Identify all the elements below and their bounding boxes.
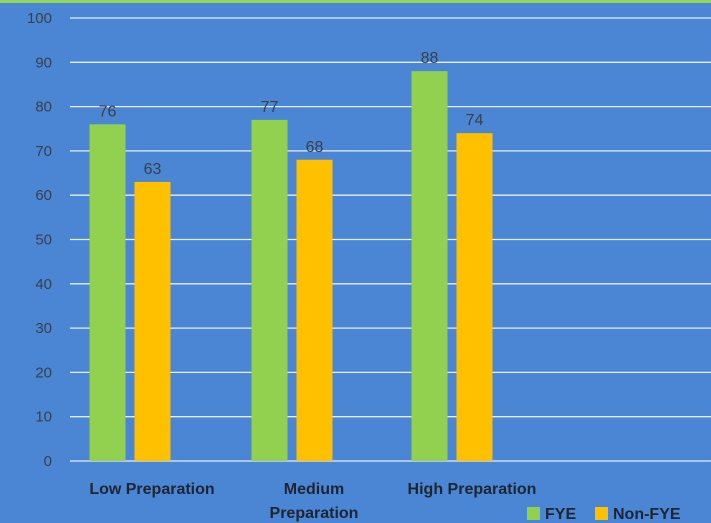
- y-tick-label: 30: [35, 320, 52, 337]
- data-label: 88: [421, 50, 439, 67]
- category-label-line: High Preparation: [408, 481, 537, 498]
- y-tick-label: 0: [44, 453, 52, 470]
- chart-svg: 0 10 20 30 40 50 60 70 80 90 100 76 77 88 63 68 74 Low Pr…: [27, 10, 711, 523]
- legend-swatch-fye: [527, 507, 540, 520]
- data-label: 76: [99, 103, 117, 120]
- bar-fye: [251, 119, 288, 461]
- category-label-line: Low Preparation: [89, 481, 214, 498]
- y-tick-label: 10: [35, 409, 52, 426]
- data-label: 77: [261, 99, 279, 116]
- y-tick-label: 50: [35, 232, 52, 249]
- data-label: 63: [144, 161, 162, 178]
- category-label: Low Preparation: [89, 481, 214, 498]
- y-tick-label: 70: [35, 143, 52, 160]
- category-label-line: Preparation: [270, 505, 359, 522]
- y-tick-label: 60: [35, 187, 52, 204]
- data-label: 74: [466, 112, 484, 129]
- bar-non-fye: [296, 159, 333, 461]
- bar-fye: [89, 124, 126, 461]
- legend-swatch-non-fye: [595, 507, 608, 520]
- legend-label: Non-FYE: [613, 506, 681, 523]
- category-label: High Preparation: [408, 481, 537, 498]
- bar-non-fye: [456, 133, 493, 461]
- y-tick-label: 20: [35, 364, 52, 381]
- category-label-line: Medium: [284, 481, 344, 498]
- data-label: 68: [306, 139, 324, 156]
- y-tick-label: 100: [27, 10, 52, 27]
- bar-non-fye: [134, 181, 171, 461]
- y-tick-label: 80: [35, 99, 52, 116]
- y-tick-label: 90: [35, 54, 52, 71]
- legend-label: FYE: [545, 506, 576, 523]
- bar-fye: [411, 71, 448, 461]
- category-label: Medium Preparation: [270, 481, 359, 522]
- y-tick-label: 40: [35, 276, 52, 293]
